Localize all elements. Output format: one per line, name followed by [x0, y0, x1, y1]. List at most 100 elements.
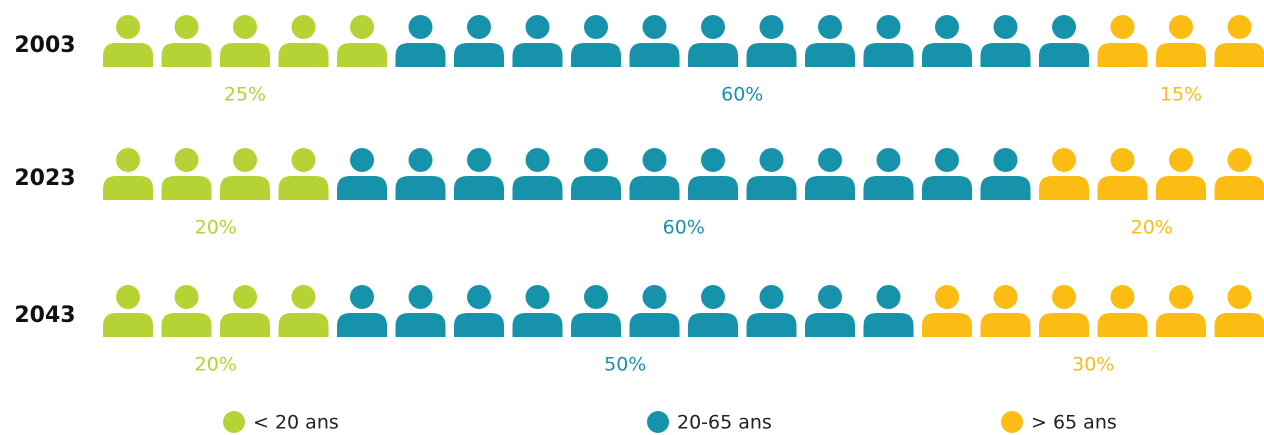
person-icon — [337, 15, 387, 67]
person-icon — [1039, 285, 1089, 337]
icon-body — [337, 313, 387, 337]
icon-head — [701, 15, 725, 39]
icon-head — [408, 285, 433, 309]
legend-swatch — [223, 411, 245, 433]
value-label: 60% — [663, 217, 705, 239]
icon-head — [993, 285, 1018, 309]
person-icon — [571, 148, 621, 200]
icon-head — [291, 15, 316, 39]
person-icon — [629, 15, 680, 67]
icon-head — [993, 15, 1018, 39]
icon-head — [1169, 148, 1193, 172]
legend-swatch — [647, 411, 669, 433]
icon-head — [174, 148, 199, 172]
icon-head — [1227, 285, 1252, 309]
value-label: 30% — [1072, 354, 1114, 376]
icon-body — [395, 43, 446, 67]
icon-head — [525, 148, 550, 172]
value-label: 20% — [195, 217, 237, 239]
icon-head — [701, 285, 725, 309]
person-icon — [1039, 148, 1089, 200]
icon-body — [805, 313, 855, 337]
value-label: 25% — [224, 84, 266, 106]
icon-body — [980, 43, 1031, 67]
icon-head — [467, 285, 491, 309]
icon-head — [818, 148, 842, 172]
icon-head — [818, 285, 842, 309]
person-icon — [278, 15, 329, 67]
person-icon — [922, 15, 972, 67]
icon-body — [337, 176, 387, 200]
icon-head — [350, 15, 374, 39]
icon-head — [1169, 285, 1193, 309]
person-icon — [1214, 15, 1264, 67]
icon-head — [467, 15, 491, 39]
person-icon — [220, 285, 270, 337]
person-icon — [278, 148, 329, 200]
person-icon — [746, 148, 797, 200]
icon-head — [1169, 15, 1193, 39]
icon-body — [1214, 313, 1264, 337]
icon-body — [980, 176, 1031, 200]
icon-head — [876, 148, 901, 172]
icon-head — [584, 285, 608, 309]
icon-body — [1214, 176, 1264, 200]
legend-label: < 20 ans — [253, 412, 339, 434]
icon-head — [642, 148, 667, 172]
person-icon — [161, 15, 212, 67]
person-icon — [629, 285, 680, 337]
icon-body — [220, 313, 270, 337]
icon-body — [512, 43, 563, 67]
person-icon — [454, 15, 504, 67]
person-icon — [220, 15, 270, 67]
person-icon — [1097, 285, 1148, 337]
year-label: 2043 — [14, 303, 75, 328]
person-icon — [454, 285, 504, 337]
icon-head — [642, 15, 667, 39]
icon-head — [935, 15, 959, 39]
icon-head — [642, 285, 667, 309]
person-icon — [103, 285, 153, 337]
icon-body — [922, 313, 972, 337]
person-icon — [1097, 15, 1148, 67]
icon-head — [174, 285, 199, 309]
icon-body — [161, 43, 212, 67]
icon-head — [1227, 15, 1252, 39]
icon-body — [1039, 313, 1089, 337]
icon-body — [922, 176, 972, 200]
icon-head — [525, 15, 550, 39]
person-icon — [863, 285, 914, 337]
icon-head — [993, 148, 1018, 172]
value-label: 15% — [1160, 84, 1202, 106]
icon-body — [1097, 176, 1148, 200]
icon-head — [525, 285, 550, 309]
icon-body — [454, 43, 504, 67]
person-icon — [1156, 148, 1206, 200]
icon-body — [1097, 43, 1148, 67]
person-icon — [746, 15, 797, 67]
person-icon — [746, 285, 797, 337]
icon-head — [116, 15, 140, 39]
person-icon — [688, 15, 738, 67]
icon-head — [818, 15, 842, 39]
icon-body — [220, 43, 270, 67]
person-icon — [805, 15, 855, 67]
icon-body — [629, 313, 680, 337]
year-label: 2003 — [14, 33, 75, 58]
person-icon — [1214, 148, 1264, 200]
person-icon — [454, 148, 504, 200]
icon-body — [103, 43, 153, 67]
icon-body — [1039, 43, 1089, 67]
icon-body — [103, 176, 153, 200]
person-icon — [922, 148, 972, 200]
person-icon — [1156, 285, 1206, 337]
icon-head — [233, 148, 257, 172]
icon-head — [935, 285, 959, 309]
person-icon — [1156, 15, 1206, 67]
icon-head — [467, 148, 491, 172]
person-icon — [161, 285, 212, 337]
icon-head — [876, 15, 901, 39]
icon-body — [746, 176, 797, 200]
person-icon — [337, 285, 387, 337]
person-icon — [103, 15, 153, 67]
